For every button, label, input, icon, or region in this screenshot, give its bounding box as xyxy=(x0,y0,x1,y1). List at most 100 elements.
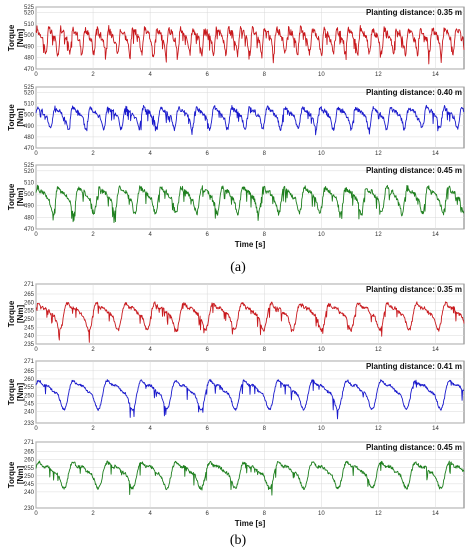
y-tick-label: 260 xyxy=(24,377,35,383)
y-tick-label: 265 xyxy=(24,292,35,298)
x-tick-label: 0 xyxy=(34,72,38,78)
x-tick-label: 2 xyxy=(91,347,95,353)
x-tick-label: 12 xyxy=(375,72,382,78)
x-tick-label: 4 xyxy=(148,511,152,517)
x-tick-label: 2 xyxy=(91,232,95,238)
y-tick-label: 255 xyxy=(24,309,35,315)
y-tick-label: 510 xyxy=(24,22,35,28)
x-tick-label: 2 xyxy=(91,151,95,157)
x-tick-label: 2 xyxy=(91,72,95,78)
x-tick-label: 12 xyxy=(375,232,382,238)
planting-distance-label: Planting distance: 0.41 m xyxy=(366,362,462,371)
x-tick-label: 12 xyxy=(375,151,382,157)
x-tick-label: 10 xyxy=(318,72,325,78)
y-tick-label: 271 xyxy=(24,359,35,365)
y-tick-label: 250 xyxy=(24,317,35,323)
x-tick-label: 14 xyxy=(432,72,439,78)
y-tick-label: 240 xyxy=(24,410,35,416)
x-tick-label: 4 xyxy=(148,151,152,157)
y-tick-label: 490 xyxy=(24,204,35,210)
x-tick-label: 8 xyxy=(263,426,267,432)
y-axis-label: Torque[Nm] xyxy=(7,378,25,405)
y-tick-label: 240 xyxy=(24,334,35,340)
x-tick-label: 8 xyxy=(263,511,267,517)
x-tick-label: 4 xyxy=(148,232,152,238)
x-tick-label: 0 xyxy=(34,151,38,157)
x-tick-label: 0 xyxy=(34,347,38,353)
y-tick-label: 470 xyxy=(24,227,35,233)
y-tick-label: 525 xyxy=(24,163,35,169)
y-tick-label: 245 xyxy=(24,401,35,407)
y-tick-label: 480 xyxy=(24,56,35,62)
x-tick-label: 6 xyxy=(206,151,210,157)
y-tick-label: 480 xyxy=(24,135,35,141)
x-tick-label: 0 xyxy=(34,426,38,432)
y-tick-label: 510 xyxy=(24,102,35,108)
x-tick-label: 6 xyxy=(206,232,210,238)
y-tick-label: 525 xyxy=(24,5,35,11)
x-tick-label: 6 xyxy=(206,347,210,353)
torque-series-line xyxy=(36,301,465,343)
x-tick-label: 10 xyxy=(318,511,325,517)
planting-distance-label: Planting distance: 0.45 m xyxy=(366,443,462,452)
y-axis-label: Torque[Nm] xyxy=(7,300,25,327)
y-tick-label: 490 xyxy=(24,124,35,130)
y-tick-label: 525 xyxy=(24,85,35,91)
y-tick-label: 265 xyxy=(24,369,35,375)
y-axis-label: Torque[Nm] xyxy=(7,183,25,210)
x-tick-label: 14 xyxy=(432,347,439,353)
x-tick-label: 14 xyxy=(432,151,439,157)
y-tick-label: 271 xyxy=(24,440,35,446)
y-tick-label: 490 xyxy=(24,44,35,50)
x-tick-label: 10 xyxy=(318,151,325,157)
x-tick-label: 8 xyxy=(263,232,267,238)
x-axis-label: Time [s] xyxy=(235,240,266,249)
x-tick-label: 8 xyxy=(263,347,267,353)
x-tick-label: 2 xyxy=(91,426,95,432)
y-tick-label: 520 xyxy=(24,11,35,17)
y-tick-label: 500 xyxy=(24,33,35,39)
y-tick-label: 235 xyxy=(24,342,35,348)
y-tick-label: 510 xyxy=(24,180,35,186)
y-tick-label: 520 xyxy=(24,169,35,175)
y-tick-label: 250 xyxy=(24,474,35,480)
x-axis-label: Time [s] xyxy=(235,519,266,528)
y-tick-label: 500 xyxy=(24,113,35,119)
planting-distance-label: Planting distance: 0.45 m xyxy=(366,166,462,175)
y-tick-label: 500 xyxy=(24,192,35,198)
y-tick-label: 230 xyxy=(24,506,35,512)
planting-distance-label: Planting distance: 0.35 m xyxy=(366,8,462,17)
torque-series-line xyxy=(35,378,465,420)
x-tick-label: 0 xyxy=(34,511,38,517)
y-axis-label: Torque[Nm] xyxy=(7,24,25,51)
caption-b: (b) xyxy=(230,533,247,548)
y-tick-label: 245 xyxy=(24,482,35,488)
y-axis-label: Torque[Nm] xyxy=(7,104,25,131)
y-tick-label: 520 xyxy=(24,91,35,97)
y-tick-label: 260 xyxy=(24,300,35,306)
x-tick-label: 4 xyxy=(148,426,152,432)
y-tick-label: 480 xyxy=(24,215,35,221)
y-tick-label: 260 xyxy=(24,458,35,464)
x-tick-label: 8 xyxy=(263,72,267,78)
y-tick-label: 233 xyxy=(24,421,35,427)
x-tick-label: 0 xyxy=(34,232,38,238)
torque-series-line xyxy=(35,184,465,224)
y-tick-label: 250 xyxy=(24,393,35,399)
x-tick-label: 14 xyxy=(432,426,439,432)
y-tick-label: 240 xyxy=(24,490,35,496)
x-tick-label: 2 xyxy=(91,511,95,517)
y-tick-label: 245 xyxy=(24,325,35,331)
x-tick-label: 14 xyxy=(432,232,439,238)
x-tick-label: 10 xyxy=(318,426,325,432)
x-tick-label: 12 xyxy=(375,511,382,517)
y-tick-label: 470 xyxy=(24,146,35,152)
x-tick-label: 8 xyxy=(263,151,267,157)
y-axis-label: Torque[Nm] xyxy=(7,461,25,488)
plot-area xyxy=(35,441,465,509)
caption-a: (a) xyxy=(230,260,246,275)
x-tick-label: 6 xyxy=(206,72,210,78)
x-tick-label: 4 xyxy=(148,72,152,78)
y-tick-label: 265 xyxy=(24,450,35,456)
x-tick-label: 14 xyxy=(432,511,439,517)
